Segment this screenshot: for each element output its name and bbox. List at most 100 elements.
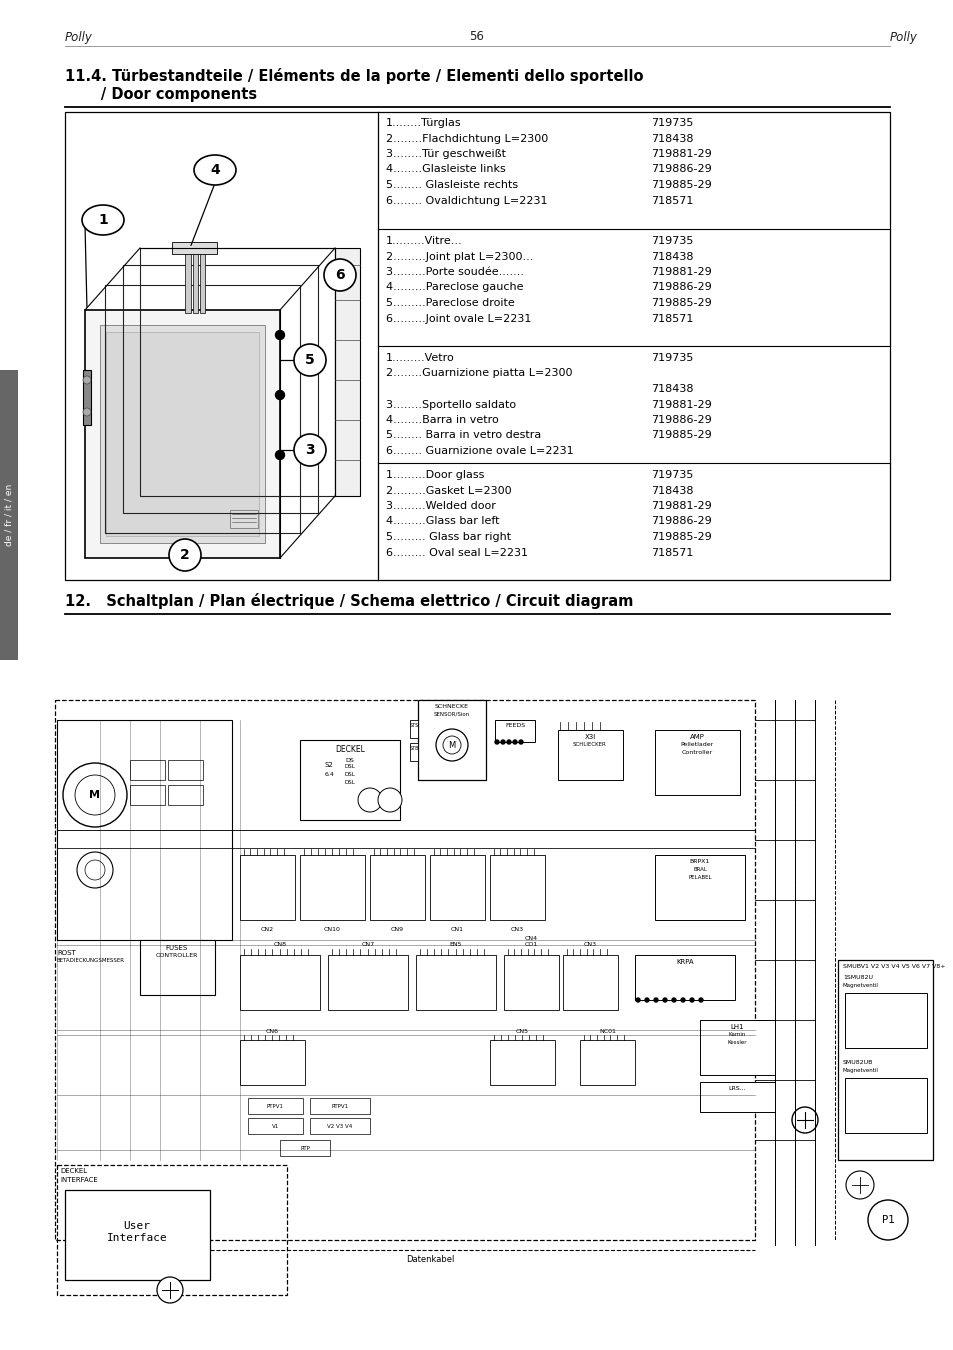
Text: DSL: DSL xyxy=(344,780,355,784)
Circle shape xyxy=(324,259,355,292)
Bar xyxy=(140,248,335,495)
Text: 719735: 719735 xyxy=(650,352,693,363)
Text: 3: 3 xyxy=(305,443,314,458)
Bar xyxy=(0,370,18,660)
Text: 56: 56 xyxy=(469,31,484,43)
Circle shape xyxy=(275,390,284,400)
Text: 719886-29: 719886-29 xyxy=(650,517,711,526)
Text: 5.........Pareclose droite: 5.........Pareclose droite xyxy=(386,298,515,308)
Text: CN3: CN3 xyxy=(583,942,597,946)
Bar xyxy=(130,760,165,780)
Text: 6.........Joint ovale L=2231: 6.........Joint ovale L=2231 xyxy=(386,313,531,324)
Circle shape xyxy=(83,377,91,383)
Text: User
Interface: User Interface xyxy=(107,1222,167,1243)
Text: RTPV1: RTPV1 xyxy=(331,1103,348,1108)
Bar xyxy=(280,1139,330,1156)
Text: 1.........Door glass: 1.........Door glass xyxy=(386,470,484,481)
Text: CN7: CN7 xyxy=(361,942,375,946)
Text: 12.   Schaltplan / Plan électrique / Schema elettrico / Circuit diagram: 12. Schaltplan / Plan électrique / Schem… xyxy=(65,593,633,609)
Text: / Door components: / Door components xyxy=(65,86,257,103)
Circle shape xyxy=(662,998,666,1002)
Text: 719735: 719735 xyxy=(650,470,693,481)
Text: 719735: 719735 xyxy=(650,236,693,246)
Text: CN2: CN2 xyxy=(261,927,274,931)
Text: 4.........Pareclose gauche: 4.........Pareclose gauche xyxy=(386,282,523,293)
Text: CN4
CO1: CN4 CO1 xyxy=(524,936,537,946)
Text: STB: STB xyxy=(409,747,418,751)
Text: CN9: CN9 xyxy=(391,927,404,931)
Bar xyxy=(562,954,618,1010)
Text: 718438: 718438 xyxy=(650,251,693,262)
Text: INTERFACE: INTERFACE xyxy=(60,1177,97,1183)
Circle shape xyxy=(671,998,676,1002)
Text: 718438: 718438 xyxy=(650,383,693,394)
Bar xyxy=(700,1021,774,1075)
Bar xyxy=(168,784,203,805)
Bar xyxy=(105,285,299,533)
Circle shape xyxy=(500,740,504,744)
Circle shape xyxy=(75,775,115,815)
Text: RTP: RTP xyxy=(300,1146,310,1150)
Text: CONTROLLER: CONTROLLER xyxy=(155,953,198,958)
Circle shape xyxy=(294,344,326,377)
Bar xyxy=(240,954,319,1010)
Bar xyxy=(495,720,535,743)
Bar xyxy=(844,1079,926,1133)
Text: 718438: 718438 xyxy=(650,134,693,143)
Circle shape xyxy=(77,852,112,888)
Text: AMP: AMP xyxy=(689,734,703,740)
Circle shape xyxy=(689,998,693,1002)
Text: KRPA: KRPA xyxy=(676,958,693,965)
Text: FEEDS: FEEDS xyxy=(504,724,524,728)
Ellipse shape xyxy=(193,155,235,185)
Text: 4.........Glass bar left: 4.........Glass bar left xyxy=(386,517,499,526)
Text: DSL: DSL xyxy=(344,764,355,769)
Circle shape xyxy=(791,1107,817,1133)
Text: 4........Glasleiste links: 4........Glasleiste links xyxy=(386,165,505,174)
Text: 718571: 718571 xyxy=(650,313,693,324)
Text: DECKEL: DECKEL xyxy=(60,1168,87,1174)
Bar xyxy=(335,248,359,495)
Text: 2.........Gasket L=2300: 2.........Gasket L=2300 xyxy=(386,486,511,495)
Text: 6........ Ovaldichtung L=2231: 6........ Ovaldichtung L=2231 xyxy=(386,196,547,205)
Text: SCHLIECKER: SCHLIECKER xyxy=(573,743,606,747)
Text: Polly: Polly xyxy=(65,31,92,43)
Text: BRPX1: BRPX1 xyxy=(689,859,709,864)
Text: 5........ Glasleiste rechts: 5........ Glasleiste rechts xyxy=(386,180,517,190)
Bar xyxy=(123,265,317,513)
Text: LRS...: LRS... xyxy=(727,1085,745,1091)
Text: 1........Türglas: 1........Türglas xyxy=(386,117,461,128)
Bar xyxy=(57,720,232,940)
Bar xyxy=(65,1189,210,1280)
Text: 719886-29: 719886-29 xyxy=(650,414,711,425)
Text: 719881-29: 719881-29 xyxy=(650,400,711,409)
Text: Datenkabel: Datenkabel xyxy=(405,1256,454,1264)
Bar xyxy=(655,855,744,919)
Circle shape xyxy=(636,998,639,1002)
Bar xyxy=(490,1040,555,1085)
Bar xyxy=(185,248,191,313)
Text: 2........Flachdichtung L=2300: 2........Flachdichtung L=2300 xyxy=(386,134,548,143)
Bar xyxy=(168,760,203,780)
Text: 2........Guarnizione piatta L=2300: 2........Guarnizione piatta L=2300 xyxy=(386,369,572,378)
Text: 2: 2 xyxy=(180,548,190,562)
Bar xyxy=(299,855,365,919)
Text: 6........ Guarnizione ovale L=2231: 6........ Guarnizione ovale L=2231 xyxy=(386,446,573,456)
Text: LH1: LH1 xyxy=(729,1025,743,1030)
Bar xyxy=(248,1098,303,1114)
Bar xyxy=(310,1118,370,1134)
Text: 5: 5 xyxy=(305,352,314,367)
Text: 4: 4 xyxy=(210,163,219,177)
Text: SMU82UB: SMU82UB xyxy=(842,1060,872,1065)
Text: CN6: CN6 xyxy=(266,1029,278,1034)
Circle shape xyxy=(294,433,326,466)
Text: 3........Tür geschweißt: 3........Tür geschweißt xyxy=(386,148,505,159)
Bar xyxy=(248,1118,303,1134)
Text: 719885-29: 719885-29 xyxy=(650,431,711,440)
Bar xyxy=(635,954,734,1000)
Bar xyxy=(579,1040,635,1085)
Bar xyxy=(416,954,496,1010)
Circle shape xyxy=(357,788,381,811)
Bar xyxy=(85,310,280,558)
Bar xyxy=(655,730,740,795)
